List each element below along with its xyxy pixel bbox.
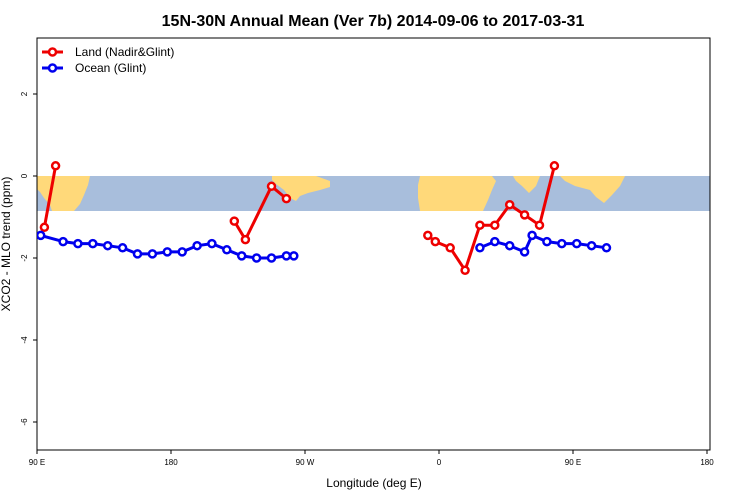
data-point (39, 222, 50, 233)
chart-title: 15N-30N Annual Mean (Ver 7b) 2014-09-06 … (162, 13, 585, 30)
data-point (88, 238, 98, 249)
data-point (281, 251, 292, 261)
data-point (586, 240, 597, 251)
series-line (42, 165, 58, 228)
x-tick-label: 180 (164, 458, 178, 467)
x-axis: 90 E 180 90 W 0 90 E 180 (29, 450, 714, 467)
series-line (233, 184, 288, 242)
data-point (475, 220, 485, 230)
data-point (534, 220, 545, 230)
data-point (117, 243, 128, 253)
series-0 (39, 161, 560, 276)
data-point (475, 243, 485, 253)
data-point (504, 240, 515, 251)
data-point (571, 238, 582, 249)
data-point (177, 247, 187, 257)
y-tick-label: -4 (20, 336, 29, 344)
data-point (58, 236, 68, 247)
legend-ocean-label: Ocean (Glint) (75, 61, 146, 75)
data-point (229, 216, 240, 226)
data-point (542, 236, 552, 247)
data-point (601, 243, 612, 253)
series-line (479, 233, 607, 254)
x-tick-label: 180 (700, 458, 714, 467)
y-tick-label: -2 (20, 254, 29, 262)
y-tick-label: 0 (20, 173, 29, 178)
data-point (445, 243, 455, 253)
x-tick-label: 90 W (296, 458, 315, 467)
x-axis-label: Longitude (deg E) (326, 476, 421, 490)
series-line (426, 165, 556, 272)
series-layer (37, 161, 612, 276)
data-point (527, 230, 537, 241)
series-1 (37, 230, 612, 263)
data-point (37, 230, 46, 241)
data-point (240, 234, 251, 245)
legend-land-label: Land (Nadir&Glint) (75, 45, 174, 59)
north-america-land (272, 176, 330, 201)
data-point (281, 193, 292, 204)
legend-ocean-marker (47, 63, 58, 73)
plot-frame (36, 37, 711, 451)
data-point (251, 253, 262, 263)
data-point (519, 210, 530, 220)
africa-arabia-land (418, 176, 496, 211)
x-tick-label: 90 E (29, 458, 45, 467)
data-point (423, 230, 433, 241)
data-point (549, 161, 560, 171)
data-point (504, 199, 515, 210)
data-point (222, 245, 232, 255)
data-point (132, 249, 143, 259)
y-tick-label: 2 (20, 91, 29, 96)
india-land (513, 176, 540, 193)
y-axis-label: XCO2 - MLO trend (ppm) (0, 177, 13, 312)
data-point (207, 238, 217, 249)
legend-land-marker (47, 47, 58, 57)
x-tick-label: 0 (437, 458, 442, 467)
data-point (147, 249, 158, 259)
data-point (430, 236, 441, 247)
data-point (266, 181, 277, 192)
data-point (460, 265, 470, 276)
data-point (490, 236, 500, 247)
data-point (289, 251, 299, 261)
y-axis: 2 0 -2 -4 -6 (20, 91, 37, 426)
world-map-band (37, 176, 710, 211)
data-point (519, 247, 530, 257)
data-point (73, 238, 83, 249)
legend: Land (Nadir&Glint) Ocean (Glint) (42, 45, 174, 75)
data-point (102, 240, 113, 251)
data-point (557, 238, 567, 249)
data-point (162, 247, 173, 257)
x-tick-label: 90 E (565, 458, 581, 467)
se-asia-land (560, 176, 625, 203)
y-tick-label: -6 (20, 418, 29, 426)
data-point (490, 220, 500, 230)
data-point (266, 253, 277, 263)
data-point (192, 240, 202, 251)
data-point (236, 251, 247, 261)
data-point (50, 161, 61, 171)
